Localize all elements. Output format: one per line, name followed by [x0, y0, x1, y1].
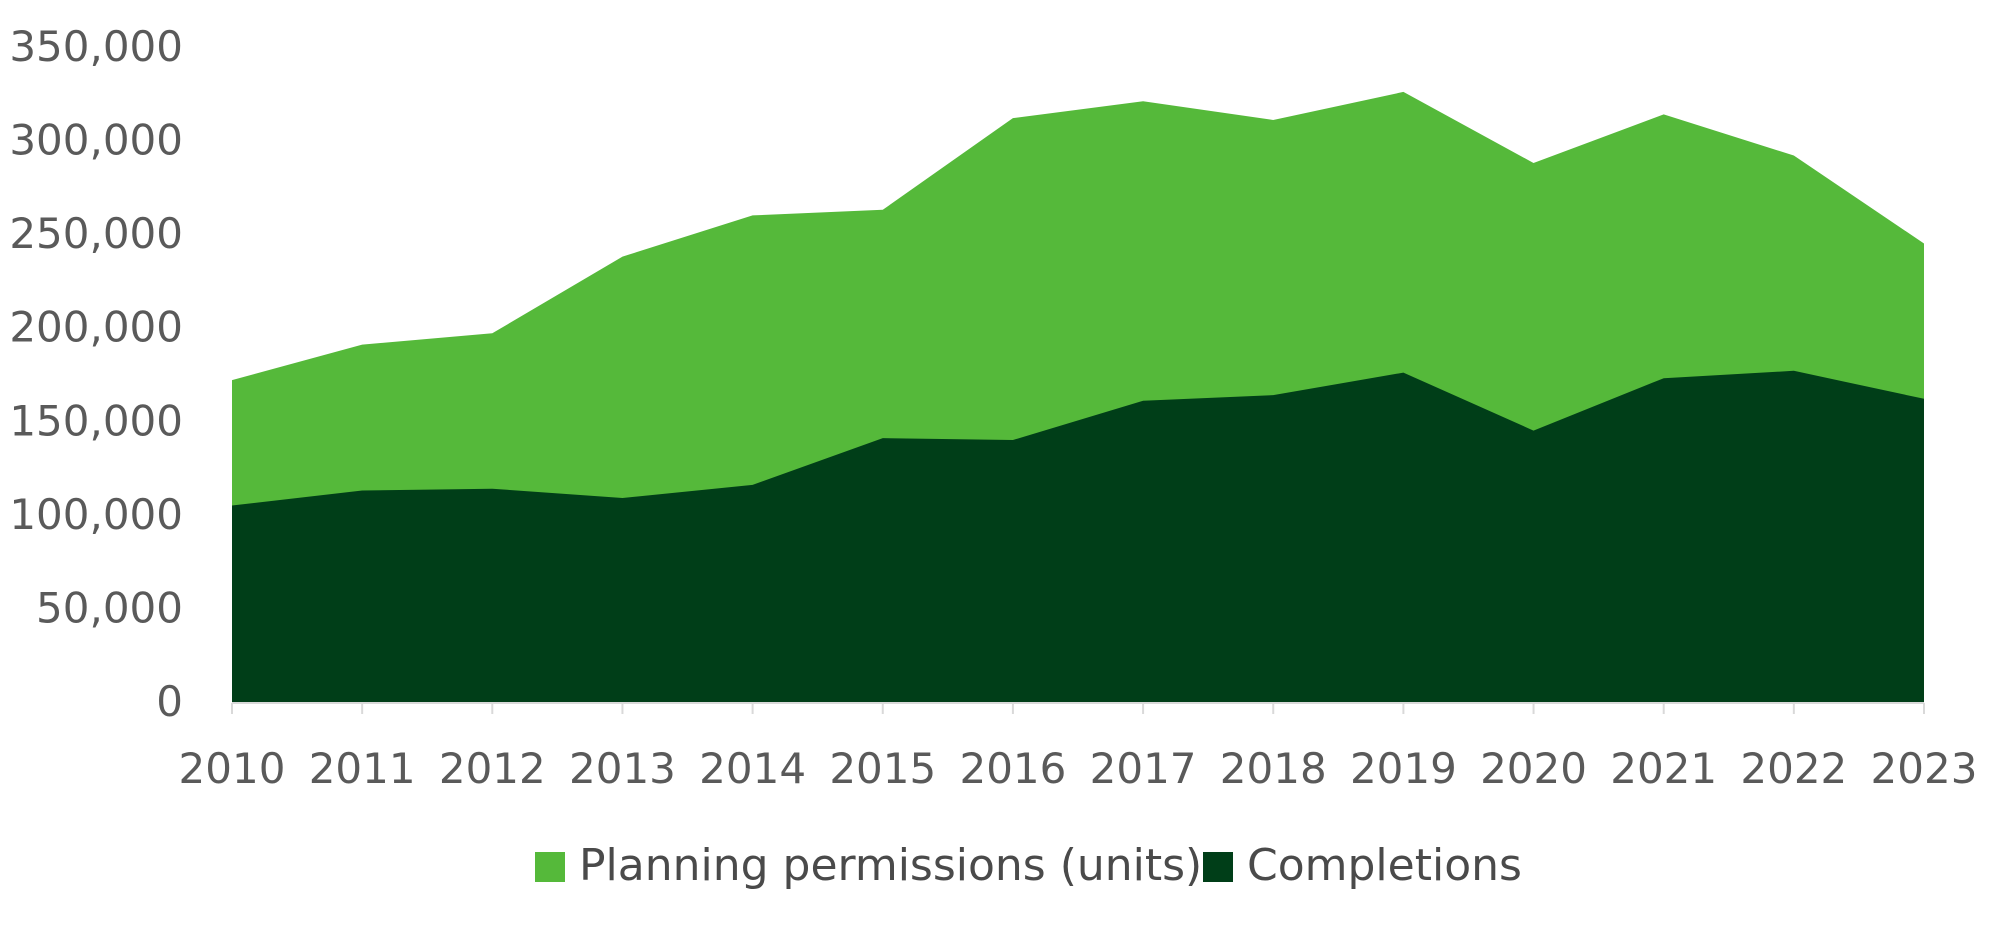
y-tick-label: 200,000 — [9, 303, 183, 352]
y-tick-label: 300,000 — [9, 116, 183, 165]
y-tick-label: 50,000 — [36, 583, 183, 632]
y-tick-label: 150,000 — [9, 396, 183, 445]
x-tick-label: 2018 — [1220, 744, 1327, 793]
x-tick-label: 2019 — [1350, 744, 1457, 793]
x-tick-label: 2020 — [1480, 744, 1587, 793]
x-tick-label: 2023 — [1871, 744, 1978, 793]
legend-label-planning-permissions-units: Planning permissions (units) — [579, 840, 1202, 891]
x-tick-label: 2012 — [439, 744, 546, 793]
x-tick-label: 2013 — [569, 744, 676, 793]
x-tick-label: 2021 — [1610, 744, 1717, 793]
legend-label-completions: Completions — [1247, 840, 1522, 891]
x-tick-label: 2022 — [1740, 744, 1847, 793]
y-tick-label: 350,000 — [9, 22, 183, 71]
y-tick-label: 100,000 — [9, 490, 183, 539]
y-tick-label: 0 — [156, 677, 183, 726]
y-tick-label: 250,000 — [9, 209, 183, 258]
x-tick-label: 2017 — [1090, 744, 1197, 793]
x-tick-label: 2016 — [959, 744, 1066, 793]
area-completions — [232, 370, 1924, 702]
x-tick-label: 2011 — [309, 744, 416, 793]
x-tick-label: 2010 — [179, 744, 286, 793]
x-tick-label: 2015 — [829, 744, 936, 793]
legend-swatch-planning-permissions-units — [535, 852, 565, 882]
x-tick-label: 2014 — [699, 744, 806, 793]
legend-swatch-completions — [1203, 852, 1233, 882]
